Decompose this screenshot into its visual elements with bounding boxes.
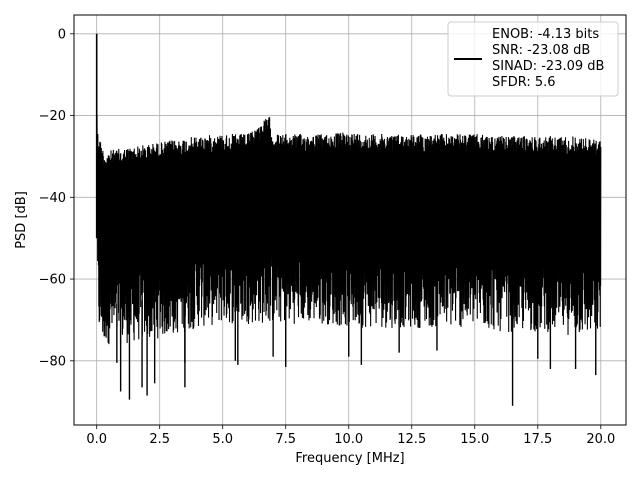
y-tick-label: −20 — [39, 109, 66, 124]
axes-frame — [73, 14, 627, 426]
legend: ENOB: -4.13 bits SNR: -23.08 dB SINAD: -23… — [447, 21, 619, 97]
x-axis-label: Frequency [MHz] — [295, 451, 404, 466]
legend-label-line: SFDR: 5.6 — [492, 75, 556, 90]
x-tick-label: 0.0 — [86, 432, 107, 447]
x-tick-label: 7.5 — [275, 432, 296, 447]
y-tick-label: −40 — [39, 191, 66, 206]
y-tick-label: 0 — [58, 27, 66, 42]
x-tick-label: 10.0 — [334, 432, 363, 447]
x-tick-label: 12.5 — [397, 432, 426, 447]
y-axis-label: PSD [dB] — [14, 191, 29, 249]
legend-box — [447, 21, 619, 97]
x-tick-label: 20.0 — [586, 432, 615, 447]
legend-label-line: SNR: -23.08 dB — [492, 43, 590, 58]
x-tick-label: 5.0 — [212, 432, 233, 447]
plot-data-area — [95, 33, 602, 406]
y-axis: 0 −20 −40 −60 −80 — [39, 27, 74, 369]
x-tick-label: 17.5 — [523, 432, 552, 447]
y-tick-label: −60 — [39, 273, 66, 288]
legend-label: ENOB: -4.13 bits SNR: -23.08 dB SINAD: -23… — [492, 27, 604, 90]
x-tick-label: 2.5 — [149, 432, 170, 447]
x-axis: 0.0 2.5 5.0 7.5 10.0 12.5 15.0 17.5 20.0 — [86, 425, 615, 447]
legend-label-line: SINAD: -23.09 dB — [492, 59, 604, 74]
legend-label-line: ENOB: -4.13 bits — [492, 27, 599, 42]
psd-trace — [96, 45, 602, 345]
y-tick-label: −80 — [39, 354, 66, 369]
x-tick-label: 15.0 — [460, 432, 489, 447]
